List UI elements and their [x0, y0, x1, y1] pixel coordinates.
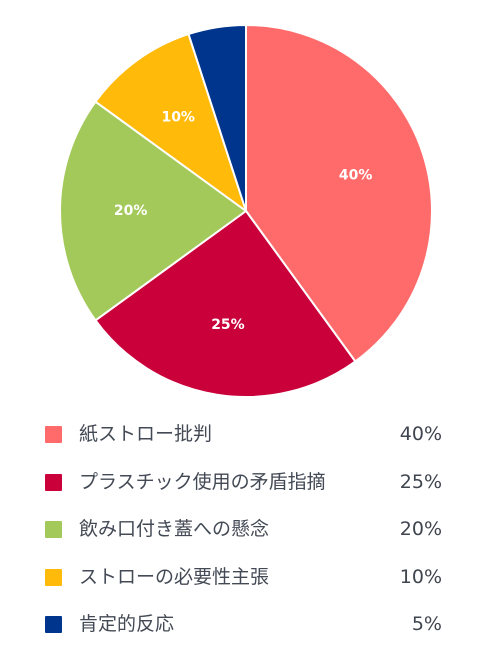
pie-slice-2[interactable]	[59, 100, 247, 322]
pie-slice-3[interactable]	[94, 33, 247, 212]
legend-item-2[interactable]: 飲み口付き蓋への懸念 20%	[0, 513, 477, 543]
pie-slice-4[interactable]	[187, 24, 247, 212]
pie-slice-0[interactable]	[245, 24, 433, 363]
pie-plot-area: 40% 25% 20% 10%	[59, 24, 433, 398]
legend-item-4[interactable]: 肯定的反応 5%	[0, 608, 477, 638]
legend-label: 紙ストロー批判	[79, 423, 213, 445]
legend-value: 25%	[399, 470, 442, 493]
legend-swatch	[45, 426, 62, 443]
slice-value-label-0: 40%	[339, 167, 373, 183]
legend-value: 40%	[399, 423, 442, 445]
legend-label: 肯定的反応	[79, 613, 175, 635]
legend-item-0[interactable]: 紙ストロー批判 40%	[0, 418, 477, 448]
legend-item-3[interactable]: ストローの必要性主張 10%	[0, 561, 477, 591]
legend-label: 飲み口付き蓋への懸念	[79, 518, 270, 540]
legend-label: ストローの必要性主張	[79, 565, 270, 588]
legend-swatch	[45, 568, 62, 586]
legend-swatch	[45, 521, 62, 538]
legend-value: 20%	[399, 518, 442, 540]
slice-value-label-1: 25%	[211, 317, 245, 333]
legend-label: プラスチック使用の矛盾指摘	[79, 470, 326, 493]
slice-value-label-3: 10%	[161, 110, 195, 126]
legend-swatch	[45, 473, 62, 491]
legend-value: 5%	[411, 613, 442, 635]
legend-value: 10%	[399, 565, 442, 588]
slice-value-label-2: 20%	[114, 203, 148, 219]
legend-item-1[interactable]: プラスチック使用の矛盾指摘 25%	[0, 466, 477, 496]
legend-swatch	[45, 616, 62, 633]
pie-slice-1[interactable]	[94, 210, 357, 398]
